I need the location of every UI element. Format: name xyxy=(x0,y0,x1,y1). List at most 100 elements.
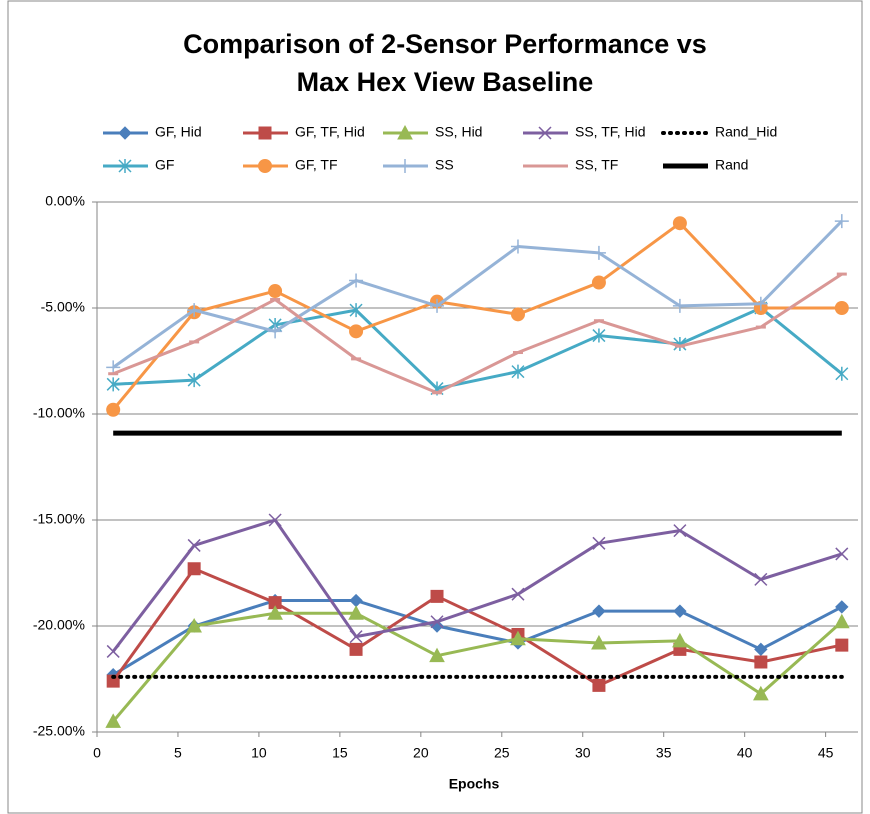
data-point xyxy=(672,632,688,648)
data-point xyxy=(834,214,849,229)
data-point xyxy=(186,617,202,633)
data-point xyxy=(753,685,769,701)
x-tick-label: 0 xyxy=(93,745,101,761)
y-tick-label: -5.00% xyxy=(41,299,85,315)
legend-marker xyxy=(397,124,413,140)
data-point xyxy=(592,536,606,550)
data-point xyxy=(754,642,768,657)
data-point xyxy=(835,600,849,614)
x-tick-label: 30 xyxy=(575,745,591,761)
data-point xyxy=(835,547,849,561)
data-point xyxy=(753,296,768,311)
series-line xyxy=(112,611,843,723)
data-point xyxy=(429,647,445,663)
x-tick-label: 20 xyxy=(413,745,429,761)
data-point xyxy=(591,245,606,260)
data-point xyxy=(592,678,606,692)
chart-title: Max Hex View Baseline xyxy=(297,67,594,97)
legend-label: GF, TF xyxy=(295,157,338,173)
y-tick-label: -20.00% xyxy=(33,617,85,633)
legend-marker xyxy=(258,126,272,140)
legend-marker xyxy=(118,159,132,173)
y-tick-label: -25.00% xyxy=(33,723,85,739)
x-tick-label: 40 xyxy=(737,745,753,761)
data-point xyxy=(510,239,525,254)
data-point xyxy=(511,587,525,601)
legend-marker xyxy=(258,159,272,173)
data-point xyxy=(835,366,849,381)
legend-label: Rand xyxy=(715,157,748,173)
legend-label: GF, Hid xyxy=(155,124,202,140)
data-point xyxy=(349,303,363,318)
data-point xyxy=(672,298,687,313)
data-point xyxy=(267,605,283,620)
data-point xyxy=(106,674,120,688)
chart-title: Comparison of 2-Sensor Performance vs xyxy=(183,29,707,59)
x-tick-label: 45 xyxy=(818,745,834,761)
data-point xyxy=(349,630,363,644)
data-point xyxy=(187,538,201,552)
series-line xyxy=(112,221,842,411)
data-point xyxy=(834,301,849,315)
data-point xyxy=(672,216,687,231)
data-point xyxy=(511,364,525,379)
data-point xyxy=(430,615,444,629)
data-point xyxy=(106,402,121,417)
legend-marker xyxy=(398,159,412,173)
legend-label: SS, TF xyxy=(575,157,618,173)
legend-marker xyxy=(538,126,552,140)
series-line xyxy=(111,518,843,653)
data-point xyxy=(106,377,120,392)
data-point xyxy=(349,324,364,339)
data-point xyxy=(187,303,202,318)
data-point xyxy=(268,596,282,610)
data-point xyxy=(591,275,606,290)
y-tick-label: -15.00% xyxy=(33,511,85,527)
data-point xyxy=(754,655,768,669)
data-point xyxy=(349,273,364,288)
x-axis-label: Epochs xyxy=(449,776,500,792)
data-point xyxy=(592,604,606,618)
series-line xyxy=(113,306,843,391)
data-point xyxy=(430,298,445,313)
x-tick-label: 35 xyxy=(656,745,672,761)
legend-label: SS, TF, Hid xyxy=(575,124,646,140)
legend-label: SS xyxy=(435,157,454,173)
series-line xyxy=(112,272,843,395)
data-point xyxy=(187,562,201,576)
data-point xyxy=(268,513,282,527)
y-tick-label: 0.00% xyxy=(45,193,85,209)
data-point xyxy=(430,589,444,603)
data-point xyxy=(105,713,122,728)
data-point xyxy=(833,613,850,629)
data-point xyxy=(187,373,201,388)
data-point xyxy=(510,307,525,322)
legend-label: GF, TF, Hid xyxy=(295,124,365,140)
legend-label: GF xyxy=(155,157,174,173)
data-point xyxy=(673,337,687,352)
legend-marker xyxy=(118,126,132,140)
data-point xyxy=(835,638,849,652)
x-tick-label: 15 xyxy=(332,745,348,761)
series-line xyxy=(111,567,843,687)
legend-label: Rand_Hid xyxy=(715,124,777,140)
data-point xyxy=(268,324,283,339)
data-point xyxy=(348,605,364,620)
x-tick-label: 25 xyxy=(494,745,510,761)
data-point xyxy=(510,630,526,646)
data-point xyxy=(673,524,687,538)
data-point xyxy=(349,642,363,656)
data-point xyxy=(591,634,607,650)
data-point xyxy=(106,644,120,658)
data-point xyxy=(754,572,768,586)
x-tick-label: 10 xyxy=(251,745,267,761)
y-tick-label: -10.00% xyxy=(33,405,85,421)
data-point xyxy=(268,284,283,299)
data-point xyxy=(673,604,687,618)
data-point xyxy=(592,328,606,343)
series-line xyxy=(112,599,843,677)
data-point xyxy=(106,360,121,375)
legend-label: SS, Hid xyxy=(435,124,482,140)
